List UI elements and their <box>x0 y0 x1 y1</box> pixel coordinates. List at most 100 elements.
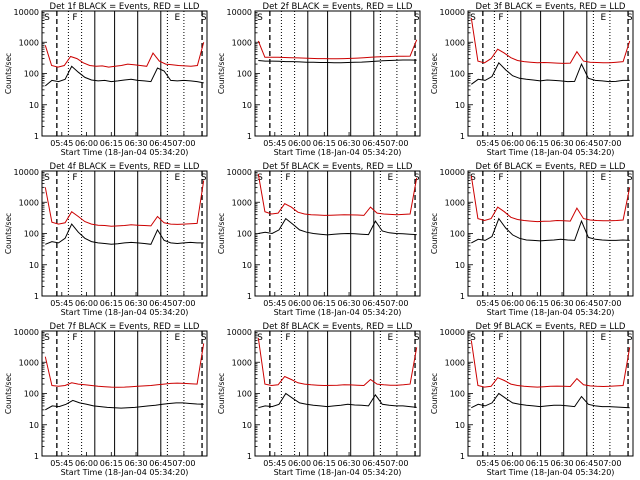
y-axis-label: Counts/sec <box>430 373 439 414</box>
y-axis-label: Counts/sec <box>430 213 439 254</box>
y-tick-label: 100 <box>450 230 465 239</box>
event-marker-label: F <box>285 173 290 183</box>
chart-title: Det 9f BLACK = Events, RED = LLD <box>476 322 626 332</box>
y-tick-label: 10 <box>455 101 465 110</box>
x-tick-label: 05:45 <box>263 299 286 308</box>
series-events-line <box>471 392 630 409</box>
x-tick-label: 06:00 <box>288 299 311 308</box>
chart-title: Det 4f BLACK = Events, RED = LLD <box>50 162 200 172</box>
x-axis-label: Start Time (18-Jan-04 05:34:20) <box>487 308 615 317</box>
x-tick-label: 06:45 <box>362 139 385 148</box>
series-events-line <box>45 399 204 411</box>
x-tick-label: 06:15 <box>100 459 123 468</box>
y-tick-label: 10000 <box>14 328 39 337</box>
x-tick-label: 05:45 <box>50 459 73 468</box>
x-tick-label: 06:30 <box>125 139 148 148</box>
series-events-line <box>471 61 630 85</box>
event-marker-label: S <box>44 333 50 343</box>
series-lld-line <box>470 340 631 388</box>
y-tick-label: 100 <box>450 70 465 79</box>
event-marker-label: E <box>600 13 606 23</box>
event-marker-label: E <box>174 333 180 343</box>
chart-panel-9: Det 9f BLACK = Events, RED = LLD 1 10 100 10… <box>430 322 634 477</box>
event-marker-label: E <box>600 333 606 343</box>
event-marker-label: S <box>257 173 263 183</box>
event-marker-label: S <box>414 13 420 23</box>
x-tick-label: 06:15 <box>526 139 549 148</box>
y-tick-label: 10000 <box>227 328 252 337</box>
y-tick-label: 1 <box>460 292 465 301</box>
event-marker-label: S <box>201 333 207 343</box>
y-tick-label: 10000 <box>14 168 39 177</box>
plot-frame <box>254 330 421 457</box>
chart-title: Det 5f BLACK = Events, RED = LLD <box>263 162 413 172</box>
x-tick-label: 06:00 <box>501 459 524 468</box>
y-tick-label: 100 <box>24 230 39 239</box>
x-tick-label: 05:45 <box>50 139 73 148</box>
event-marker-label: F <box>72 333 77 343</box>
chart-title: Det 8f BLACK = Events, RED = LLD <box>263 322 413 332</box>
x-tick-label: 06:45 <box>149 299 172 308</box>
x-tick-label: 06:15 <box>313 299 336 308</box>
x-tick-label: 06:30 <box>125 299 148 308</box>
x-tick-label: 07:00 <box>385 459 408 468</box>
x-tick-label: 07:00 <box>172 299 195 308</box>
x-tick-label: 06:45 <box>362 299 385 308</box>
y-axis-label: Counts/sec <box>4 213 13 254</box>
x-axis-label: Start Time (18-Jan-04 05:34:20) <box>61 468 189 477</box>
plot-frame <box>467 10 634 137</box>
plot-frame <box>254 10 421 137</box>
chart-panel-4: Det 4f BLACK = Events, RED = LLD 1 10 100 10… <box>4 162 208 317</box>
x-tick-label: 06:00 <box>288 139 311 148</box>
y-tick-label: 100 <box>450 390 465 399</box>
x-tick-label: 06:45 <box>149 459 172 468</box>
series-lld-line <box>470 175 631 223</box>
y-tick-label: 1 <box>460 132 465 141</box>
y-axis-label: Counts/sec <box>217 373 226 414</box>
x-axis-label: Start Time (18-Jan-04 05:34:20) <box>274 148 402 157</box>
y-tick-label: 100 <box>237 230 252 239</box>
series-lld-line <box>44 180 205 227</box>
chart-title: Det 6f BLACK = Events, RED = LLD <box>476 162 626 172</box>
event-marker-label: S <box>257 13 263 23</box>
x-tick-label: 06:45 <box>575 139 598 148</box>
x-tick-label: 07:00 <box>598 139 621 148</box>
x-tick-label: 06:00 <box>75 299 98 308</box>
series-events-line <box>258 217 417 236</box>
x-tick-label: 07:00 <box>598 459 621 468</box>
y-tick-label: 100 <box>237 390 252 399</box>
x-tick-label: 06:30 <box>551 299 574 308</box>
series-events-line <box>471 217 630 244</box>
x-tick-label: 07:00 <box>385 299 408 308</box>
chart-panel-1: Det 1f BLACK = Events, RED = LLD 1 10 100 10… <box>4 2 208 157</box>
event-marker-label: F <box>498 173 503 183</box>
x-tick-label: 05:45 <box>476 299 499 308</box>
y-tick-label: 10 <box>242 421 252 430</box>
chart-panel-7: Det 7f BLACK = Events, RED = LLD 1 10 100 10… <box>4 322 208 477</box>
event-marker-label: E <box>387 333 393 343</box>
x-tick-label: 06:15 <box>100 299 123 308</box>
x-tick-label: 06:45 <box>575 459 598 468</box>
y-tick-label: 10000 <box>440 8 465 17</box>
x-tick-label: 06:30 <box>125 459 148 468</box>
event-marker-label: E <box>174 173 180 183</box>
x-tick-label: 05:45 <box>50 299 73 308</box>
x-tick-label: 05:45 <box>476 459 499 468</box>
y-tick-label: 1 <box>247 292 252 301</box>
chart-title: Det 1f BLACK = Events, RED = LLD <box>50 2 200 12</box>
event-marker-label: S <box>470 173 476 183</box>
x-tick-label: 06:45 <box>149 139 172 148</box>
chart-title: Det 2f BLACK = Events, RED = LLD <box>263 2 413 12</box>
y-tick-label: 10000 <box>227 168 252 177</box>
y-tick-label: 1000 <box>232 358 252 367</box>
x-tick-label: 06:15 <box>526 299 549 308</box>
x-tick-label: 06:45 <box>575 299 598 308</box>
y-tick-label: 1 <box>34 452 39 461</box>
x-tick-label: 07:00 <box>598 299 621 308</box>
y-tick-label: 1000 <box>19 198 39 207</box>
event-marker-label: S <box>627 333 633 343</box>
x-tick-label: 07:00 <box>172 459 195 468</box>
y-tick-label: 10000 <box>440 328 465 337</box>
event-marker-label: S <box>201 173 207 183</box>
x-tick-label: 05:45 <box>263 459 286 468</box>
